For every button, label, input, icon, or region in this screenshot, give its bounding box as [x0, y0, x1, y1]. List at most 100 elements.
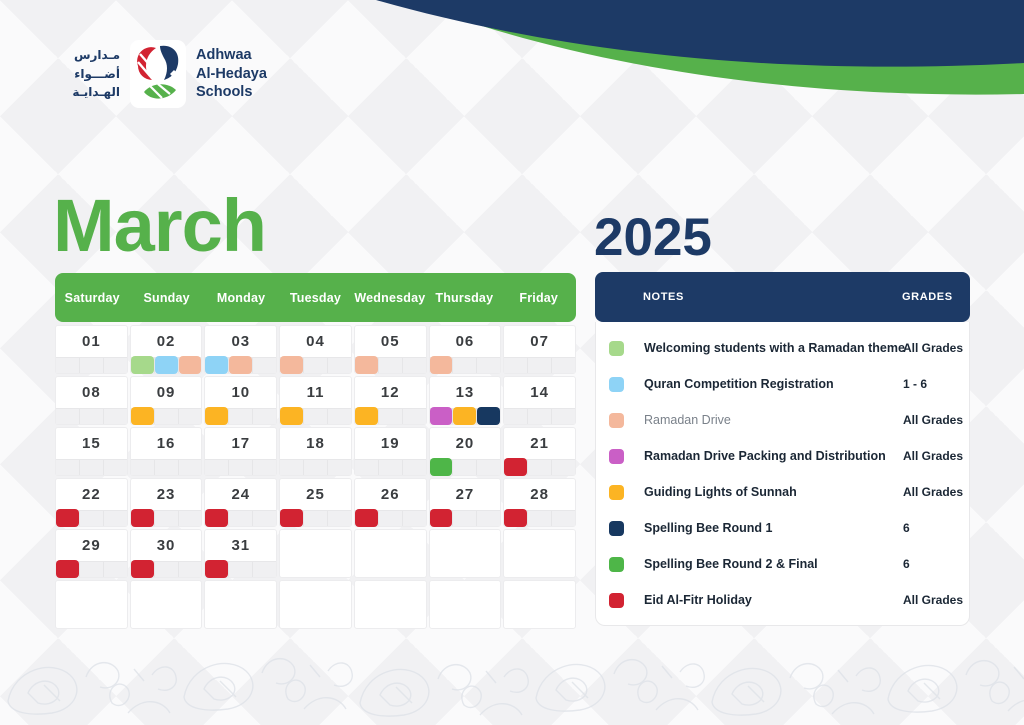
- event-slot: [528, 511, 553, 526]
- event-slot: [253, 460, 276, 475]
- year-title: 2025: [594, 208, 712, 267]
- date-number: 10: [231, 384, 251, 401]
- month-title: March: [53, 184, 267, 267]
- note-label: Spelling Bee Round 1: [644, 521, 773, 535]
- event-strip: [429, 407, 501, 425]
- date-number: 02: [156, 333, 176, 350]
- event-slot: [477, 460, 500, 475]
- notes-panel: NOTES GRADES Welcoming students with a R…: [595, 272, 970, 626]
- date-cell: 16: [129, 427, 203, 476]
- note-color-swatch: [609, 376, 624, 392]
- event-marker-eid: [130, 509, 154, 527]
- note-label: Welcoming students with a Ramadan theme: [644, 341, 905, 355]
- date-number: 08: [82, 384, 101, 401]
- event-strip: [56, 459, 127, 475]
- notes-header: NOTES GRADES: [595, 272, 970, 322]
- date-number: 25: [306, 486, 325, 503]
- event-slot: [205, 356, 230, 374]
- event-slot: [130, 560, 155, 578]
- event-strip: [130, 459, 202, 475]
- event-marker-quran: [154, 356, 178, 374]
- date-number: 14: [530, 384, 549, 401]
- event-slot: [155, 511, 179, 526]
- note-label: Guiding Lights of Sunnah: [644, 485, 797, 499]
- grades-title: GRADES: [902, 291, 953, 303]
- date-cell: 18: [279, 427, 352, 476]
- event-slot: [179, 409, 202, 424]
- event-strip: [56, 408, 127, 424]
- event-slot: [280, 509, 305, 527]
- event-slot: [205, 560, 230, 578]
- event-slot: [80, 460, 104, 475]
- event-marker-sunnah: [280, 407, 304, 425]
- event-slot: [477, 511, 500, 526]
- event-strip: [429, 356, 501, 374]
- date-cell: 25: [279, 478, 352, 527]
- date-cell: 13: [428, 376, 502, 425]
- date-number: 15: [82, 435, 101, 452]
- note-grades: All Grades: [903, 485, 964, 499]
- logo-arabic-text: مـدارس أضـــواء الهـدايـة: [62, 46, 120, 102]
- event-slot: [477, 358, 500, 373]
- event-slot: [528, 409, 553, 424]
- event-strip: [130, 407, 202, 425]
- date-number: 16: [156, 435, 176, 452]
- event-slot: [304, 460, 328, 475]
- notes-title: NOTES: [643, 291, 684, 303]
- note-row: Welcoming students with a Ramadan theme A…: [596, 330, 969, 366]
- date-cell: 22: [55, 478, 128, 527]
- note-color-swatch: [609, 448, 624, 464]
- event-strip: [504, 357, 575, 373]
- event-strip: [280, 459, 351, 475]
- day-header-cell: Monday: [216, 290, 266, 305]
- event-strip: [354, 459, 426, 475]
- event-slot: [229, 562, 254, 577]
- event-slot: [56, 409, 80, 424]
- day-header-cell: Sunday: [143, 290, 190, 305]
- date-cell: 29: [55, 529, 128, 578]
- event-slot: [552, 409, 575, 424]
- event-slot: [528, 358, 553, 373]
- event-slot: [104, 511, 127, 526]
- event-strip: [354, 407, 426, 425]
- event-slot: [179, 511, 202, 526]
- event-slot: [253, 511, 276, 526]
- event-slot: [477, 407, 501, 425]
- date-number: 05: [380, 333, 400, 350]
- date-cell: 19: [353, 427, 427, 476]
- event-slot: [429, 509, 454, 527]
- event-strip: [130, 509, 202, 527]
- event-strip: [354, 356, 426, 374]
- event-marker-bee1: [477, 407, 501, 425]
- day-header-cell: Tuesday: [289, 290, 342, 305]
- day-header-cell: Wednesday: [354, 290, 426, 305]
- event-slot: [552, 358, 575, 373]
- note-grades: 1 - 6: [903, 377, 928, 391]
- event-marker-eid: [504, 509, 528, 527]
- event-slot: [155, 562, 179, 577]
- event-strip: [504, 408, 575, 424]
- event-strip: [429, 458, 501, 476]
- date-number: 20: [455, 435, 475, 452]
- note-grades: 6: [903, 557, 910, 571]
- event-slot: [355, 460, 379, 475]
- empty-cell: [503, 529, 576, 578]
- event-marker-drive: [229, 356, 253, 374]
- event-slot: [403, 460, 426, 475]
- date-number: 03: [231, 333, 251, 350]
- note-label: Ramadan Drive Packing and Distribution: [644, 449, 886, 463]
- event-slot: [304, 511, 328, 526]
- date-number: 11: [306, 384, 325, 401]
- event-strip: [504, 458, 575, 476]
- event-slot: [253, 409, 276, 424]
- event-slot: [104, 460, 127, 475]
- date-number: 09: [156, 384, 176, 401]
- note-grades: All Grades: [903, 449, 964, 463]
- date-cell: 08: [55, 376, 128, 425]
- calendar-day-header-row: Saturday Sunday Monday Tuesday Wednesday Thur…: [55, 273, 576, 322]
- school-logo: مـدارس أضـــواء الهـدايـة Adhwaa Al-Heda…: [62, 40, 267, 108]
- event-marker-eid: [205, 560, 229, 578]
- date-number: 13: [455, 384, 475, 401]
- event-strip: [56, 509, 127, 527]
